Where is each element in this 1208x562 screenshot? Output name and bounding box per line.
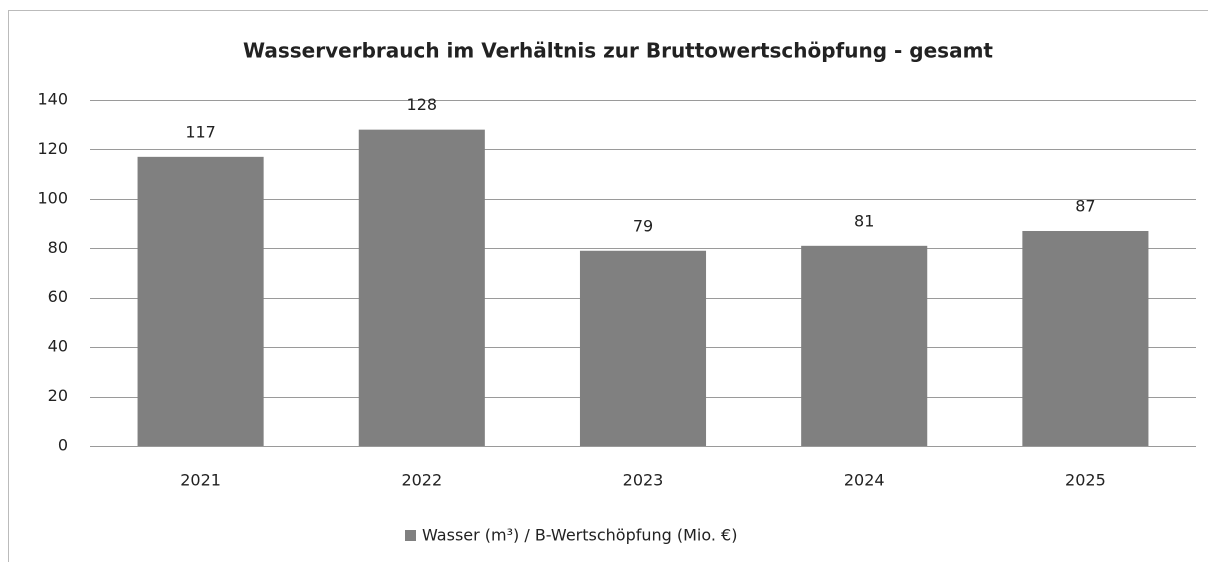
bar (1022, 230, 1149, 446)
x-tick-label: 2023 (623, 471, 664, 490)
data-label: 79 (633, 216, 653, 235)
y-tick-label: 80 (48, 238, 68, 257)
legend-swatch (405, 530, 416, 541)
y-tick-label: 120 (37, 139, 68, 158)
data-label: 128 (407, 95, 438, 114)
x-tick-label: 2025 (1065, 471, 1106, 490)
x-tick-label: 2021 (180, 471, 221, 490)
bar (801, 245, 928, 446)
y-tick-label: 20 (48, 386, 68, 405)
data-label: 87 (1075, 196, 1095, 215)
y-tick-label: 40 (48, 337, 68, 356)
x-tick-label: 2022 (401, 471, 442, 490)
y-tick-label: 140 (37, 90, 68, 109)
y-tick-label: 100 (37, 188, 68, 207)
legend-label: Wasser (m³) / B-Wertschöpfung (Mio. €) (422, 526, 737, 545)
chart-title: Wasserverbrauch im Verhältnis zur Brutto… (243, 39, 993, 63)
y-tick-label: 0 (58, 436, 68, 455)
x-tick-label: 2024 (844, 471, 885, 490)
data-label: 81 (854, 211, 874, 230)
bar (579, 250, 707, 446)
data-label: 117 (185, 122, 216, 141)
bar (137, 156, 264, 447)
bar (358, 129, 485, 446)
y-tick-label: 60 (48, 287, 68, 306)
